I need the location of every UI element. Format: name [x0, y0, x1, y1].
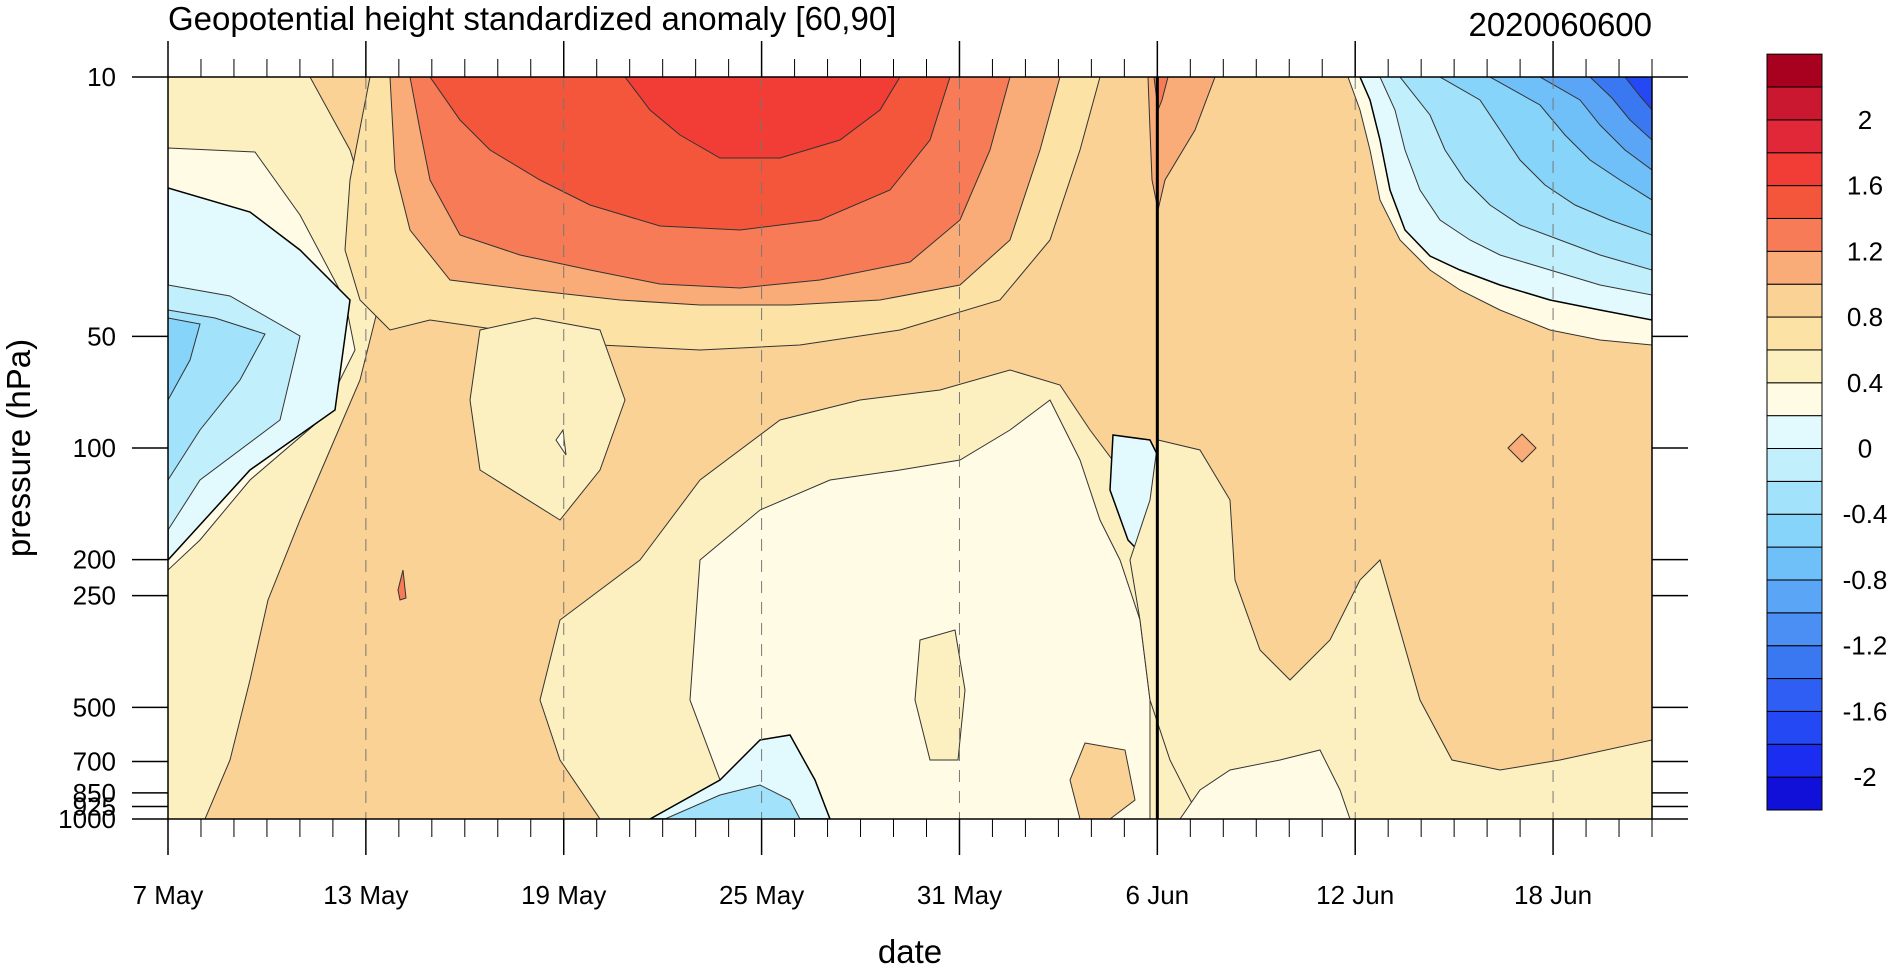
- colorbar-swatch: [1766, 86, 1823, 121]
- x-tick-label: 19 May: [521, 880, 606, 910]
- x-tick-label: 31 May: [917, 880, 1002, 910]
- colorbar-label: -2: [1853, 762, 1876, 792]
- colorbar-label: -1.6: [1843, 696, 1888, 726]
- x-tick-label: 7 May: [133, 880, 204, 910]
- colorbar-label: 0.8: [1847, 302, 1883, 332]
- colorbar-swatch: [1766, 448, 1823, 482]
- colorbar-swatch: [1766, 415, 1823, 449]
- plot-area: 7 May 13 May 19 May 25 May 31 May 6 Jun 12 Jun…: [58, 41, 1688, 910]
- colorbar-label: -1.2: [1843, 631, 1888, 661]
- contour-neg-bottom-2: [664, 784, 801, 819]
- colorbar-swatch: [1766, 53, 1823, 88]
- colorbar-swatch: [1766, 382, 1823, 417]
- colorbar-label: 0.4: [1847, 368, 1883, 398]
- chart-date-label: 2020060600: [1468, 6, 1652, 43]
- x-gridlines: [365, 77, 1554, 819]
- x-tick-label: 6 Jun: [1126, 880, 1190, 910]
- contour-warm-spike: [1147, 77, 1216, 211]
- y-tick-label: 850: [73, 778, 116, 808]
- colorbar-label: -0.4: [1843, 499, 1888, 529]
- y-axis-label: pressure (hPa): [0, 339, 37, 557]
- y-tick-label: 200: [73, 545, 116, 575]
- y-tick-label: 250: [73, 581, 116, 611]
- colorbar-swatch: [1766, 152, 1823, 187]
- contour-pale-mid-3: [914, 629, 966, 761]
- y-tick-label: 50: [87, 321, 116, 351]
- contour-small-diamond: [1507, 433, 1537, 463]
- colorbar: 2 1.6 1.2 0.8 0.4 0 -0.4 -0.8 -1.2 -1.6 -2: [1766, 53, 1888, 811]
- colorbar-swatch: [1766, 645, 1823, 680]
- x-tick-label: 13 May: [323, 880, 408, 910]
- colorbar-swatch: [1766, 579, 1823, 614]
- contour-zero-mid: [689, 399, 1151, 819]
- colorbar-label: 1.2: [1847, 236, 1883, 266]
- y-tick-label: 100: [73, 433, 116, 463]
- colorbar-swatch: [1766, 743, 1823, 778]
- colorbar-swatch: [1766, 710, 1823, 745]
- y-tick-label: 925: [73, 791, 116, 821]
- colorbar-label: 1.6: [1847, 171, 1883, 201]
- colorbar-swatch: [1766, 349, 1823, 384]
- contour-zero-right: [1179, 749, 1351, 819]
- x-tick-label: 18 Jun: [1514, 880, 1592, 910]
- contour-pale-mid-1: [469, 317, 626, 521]
- contour-dome-5: [624, 77, 901, 159]
- colorbar-swatch: [1766, 546, 1823, 581]
- colorbar-swatch: [1766, 119, 1823, 154]
- colorbar-swatch: [1766, 480, 1823, 515]
- colorbar-swatch: [1766, 283, 1823, 318]
- y-tick-label: 700: [73, 747, 116, 777]
- colorbar-swatch: [1766, 185, 1823, 219]
- contour-warm-bottom: [1069, 742, 1136, 819]
- colorbar-swatch: [1766, 678, 1823, 712]
- chart-title: Geopotential height standardized anomaly…: [168, 0, 896, 37]
- y-tick-label: 500: [73, 692, 116, 722]
- contour-small-spike: [397, 569, 407, 601]
- colorbar-swatch: [1766, 316, 1823, 351]
- colorbar-swatch: [1766, 612, 1823, 647]
- colorbar-label: -0.8: [1843, 565, 1888, 595]
- colorbar-swatch: [1766, 217, 1823, 252]
- x-tick-label: 12 Jun: [1316, 880, 1394, 910]
- x-tick-label: 25 May: [719, 880, 804, 910]
- y-tick-label: 1000: [58, 804, 116, 834]
- x-ticks: 7 May 13 May 19 May 25 May 31 May 6 Jun 12 Jun…: [133, 41, 1653, 910]
- contour-cold-7: [1589, 77, 1652, 141]
- colorbar-swatch: [1766, 776, 1823, 811]
- colorbar-label: 2: [1858, 105, 1872, 135]
- colorbar-swatch: [1766, 513, 1823, 548]
- colorbar-swatch: [1766, 250, 1823, 285]
- x-axis-label: date: [878, 933, 942, 969]
- colorbar-label: 0: [1858, 434, 1872, 464]
- contour-pale-right: [1129, 439, 1652, 819]
- contour-field: [168, 77, 1652, 819]
- y-tick-label: 10: [87, 62, 116, 92]
- contour-cold-8: [1624, 77, 1652, 111]
- contour-neg4-left: [168, 317, 201, 401]
